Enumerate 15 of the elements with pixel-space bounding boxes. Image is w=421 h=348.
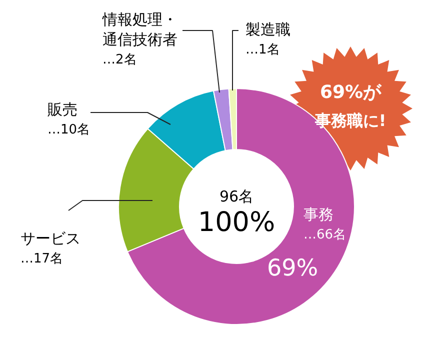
slice-label: 情報処理・通信技術者 [102, 10, 178, 48]
slice-label: 事務 [304, 206, 334, 224]
text: 事務職に! [314, 111, 386, 130]
slice-label: サービス [20, 230, 80, 248]
data-label: …10名 [48, 122, 90, 138]
data-label: …1名 [246, 42, 280, 58]
text: 69% [266, 256, 318, 282]
data-label: …2名 [102, 52, 137, 68]
text: 100% [198, 207, 276, 238]
slice-label: 販売 [48, 100, 78, 118]
data-label: …66名 [304, 228, 346, 242]
text: 69%が [320, 82, 382, 103]
slice-label: 製造職 [246, 20, 290, 38]
text: 96名 [219, 188, 254, 206]
data-label: …17名 [20, 252, 64, 266]
